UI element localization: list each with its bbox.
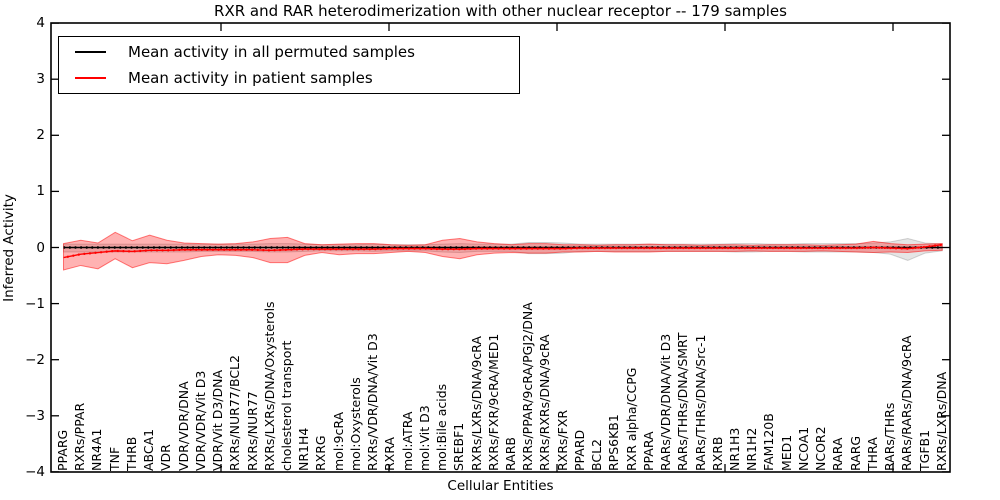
x-tick-label: THRA <box>864 437 880 471</box>
x-tick-label: RARG <box>847 435 863 471</box>
x-tick-label: RARs/THRs <box>882 402 898 471</box>
x-tick-label: MED1 <box>778 434 794 471</box>
x-tick-label: RXRs/PPAR/9cRA/PGJ2/DNA <box>520 302 536 471</box>
x-tick-label: RXRs/NUR77/BCL2 <box>227 355 243 471</box>
x-tick-label: SREBF1 <box>451 422 467 471</box>
x-tick-label: mol:9cRA <box>330 411 346 471</box>
x-tick-label: cholesterol transport <box>278 340 294 471</box>
legend-line-red-icon <box>75 77 106 79</box>
x-tick-label: RXRs/NUR77 <box>244 391 260 471</box>
x-tick-label: RXRA <box>382 437 398 471</box>
x-tick-label: PPARA <box>640 431 656 471</box>
x-tick-label: NCOA1 <box>795 426 811 471</box>
legend-label-patient: Mean activity in patient samples <box>128 69 373 87</box>
legend-line-black-icon <box>75 51 106 53</box>
y-tick-label: 3 <box>36 71 45 88</box>
x-tick-label: RXRs/VDR/DNA/Vit D3 <box>365 333 381 471</box>
x-tick-label: TGFB1 <box>916 429 932 471</box>
y-tick-label: −1 <box>25 295 45 312</box>
x-tick-label: VDR <box>158 444 174 471</box>
legend-item-patient: Mean activity in patient samples <box>75 69 519 87</box>
legend-item-permuted: Mean activity in all permuted samples <box>75 43 519 61</box>
x-tick-label: RXRs/RXRs/DNA/9cRA <box>537 334 553 471</box>
y-tick-label: −2 <box>25 351 45 368</box>
x-tick-label: NR4A1 <box>89 428 105 472</box>
x-tick-label: NR1H4 <box>296 427 312 471</box>
x-tick-label: mol:Bile acids <box>434 383 450 471</box>
x-tick-label: RXRG <box>313 435 329 471</box>
x-tick-label: RARA <box>830 437 846 471</box>
x-tick-label: RPS6KB1 <box>606 414 622 471</box>
x-tick-label: FAM120B <box>761 413 777 471</box>
x-tick-label: RARs/VDR/DNA/Vit D3 <box>658 333 674 471</box>
x-tick-label: NCOR2 <box>813 426 829 471</box>
x-tick-label: mol:Vit D3 <box>416 405 432 471</box>
x-tick-label: RXRB <box>709 436 725 471</box>
x-tick-label: RXRs/LXRs/DNA/9cRA <box>468 336 484 471</box>
y-tick-label: −3 <box>25 407 45 424</box>
y-tick-label: 1 <box>36 183 45 200</box>
y-tick-label: 4 <box>36 15 45 32</box>
y-tick-label: 2 <box>36 127 45 144</box>
x-tick-label: RXRs/FXR/9cRA/MED1 <box>485 333 501 471</box>
x-tick-label: RXR alpha/CCPG <box>623 367 639 471</box>
x-tick-label: RARs/THRs/DNA/Src-1 <box>692 334 708 471</box>
x-tick-label: RARB <box>502 437 518 471</box>
x-tick-label: RXRs/FXR <box>554 409 570 471</box>
x-tick-label: NR1H3 <box>726 427 742 471</box>
x-tick-label: VDR/Vit D3/DNA <box>210 369 226 471</box>
x-tick-label: VDR/VDR/DNA <box>175 381 191 471</box>
x-tick-label: RXRs/LXRs/DNA/Oxysterols <box>261 301 277 471</box>
x-tick-label: NR1H2 <box>744 427 760 471</box>
x-tick-label: ABCA1 <box>141 428 157 471</box>
x-tick-label: mol:Oxysterols <box>347 377 363 471</box>
x-tick-label: mol:ATRA <box>399 411 415 471</box>
patient-range-band <box>63 231 943 271</box>
legend: Mean activity in all permuted samples Me… <box>58 36 520 94</box>
y-tick-label: −4 <box>25 463 45 480</box>
x-tick-label: PPARG <box>55 429 70 471</box>
x-tick-label: TNF <box>106 446 122 471</box>
chart-title: RXR and RAR heterodimerization with othe… <box>214 2 787 20</box>
x-tick-label: THRB <box>123 436 139 471</box>
x-tick-label: BCL2 <box>589 438 605 471</box>
x-tick-label: RXRs/PPAR <box>72 402 88 471</box>
patient-mean-markers <box>63 243 943 259</box>
x-tick-label: VDR/VDR/Vit D3 <box>192 370 208 471</box>
x-axis-title: Cellular Entities <box>447 478 554 494</box>
x-tick-label: PPARD <box>571 429 587 471</box>
permuted-range-band <box>63 238 943 261</box>
x-tick-label: RARs/RARs/DNA/9cRA <box>899 335 915 471</box>
x-tick-label: RARs/THRs/DNA/SMRT <box>675 332 691 471</box>
x-tick-label: RXRs/LXRs/DNA <box>933 371 949 471</box>
y-tick-label: 0 <box>36 239 45 256</box>
legend-label-permuted: Mean activity in all permuted samples <box>128 43 415 61</box>
